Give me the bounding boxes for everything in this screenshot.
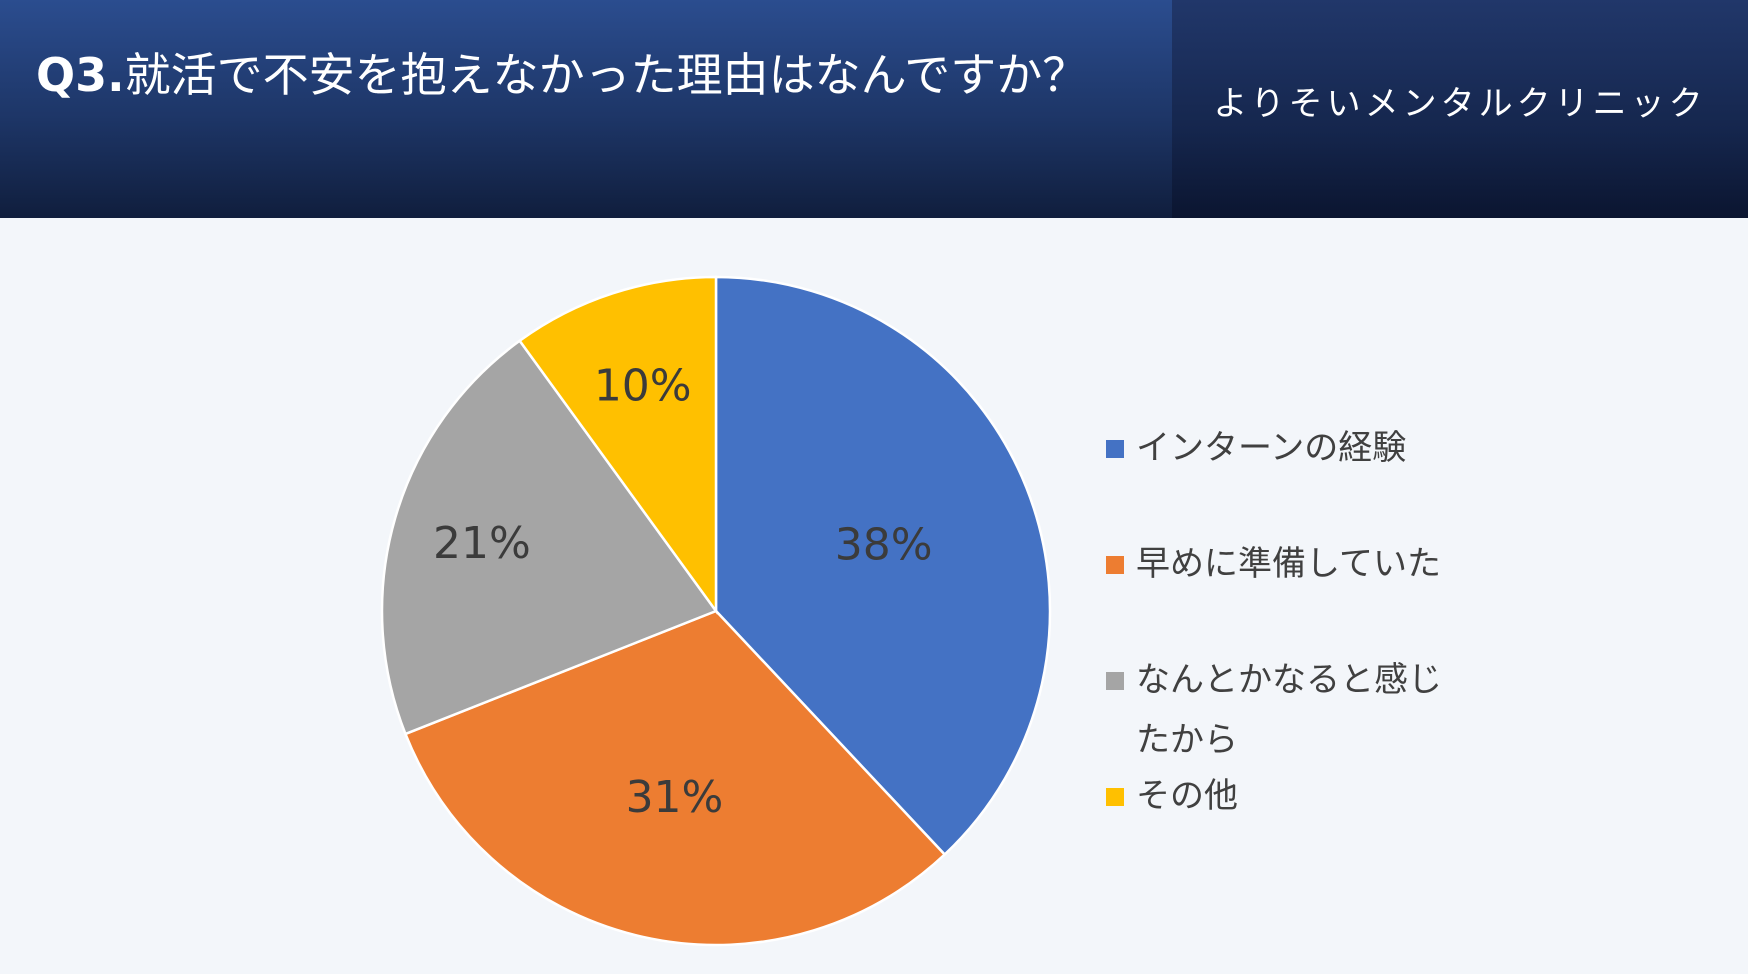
legend-swatch xyxy=(1106,788,1124,806)
legend-swatch xyxy=(1106,672,1124,690)
legend-item: その他 xyxy=(1104,766,1536,826)
slice-early-prep xyxy=(403,609,947,947)
legend-swatch xyxy=(1106,556,1124,574)
slice-internship-label: 38% xyxy=(835,520,933,571)
legend-label: なんとかなると感じたから xyxy=(1136,660,1442,760)
page-title: Q3.就活で不安を抱えなかった理由はなんですか？ xyxy=(36,48,1136,102)
pie-chart: 38% 31% 21% 10% xyxy=(380,275,1052,947)
legend-label: その他 xyxy=(1136,776,1238,816)
legend-item: なんとかなると感じたから xyxy=(1104,650,1466,770)
brand-name: よりそいメンタルクリニック xyxy=(1213,84,1707,124)
slice-early-prep-label: 31% xyxy=(626,772,724,823)
question-text: 就活で不安を抱えなかった理由はなんですか？ xyxy=(124,48,1089,102)
slice-internship xyxy=(714,275,1052,857)
legend-swatch xyxy=(1106,440,1124,458)
slice-other-label: 10% xyxy=(594,360,692,411)
slice-optimism-label: 21% xyxy=(433,518,531,569)
legend-label: 早めに準備していた xyxy=(1136,544,1441,584)
slice-optimism xyxy=(380,339,718,736)
slice-other xyxy=(517,275,718,615)
legend-item: 早めに準備していた xyxy=(1104,534,1536,594)
header-brand-panel xyxy=(1172,0,1748,218)
legend-label: インターンの経験 xyxy=(1136,428,1407,468)
legend-item: インターンの経験 xyxy=(1104,418,1536,478)
question-number: Q3. xyxy=(36,48,125,102)
